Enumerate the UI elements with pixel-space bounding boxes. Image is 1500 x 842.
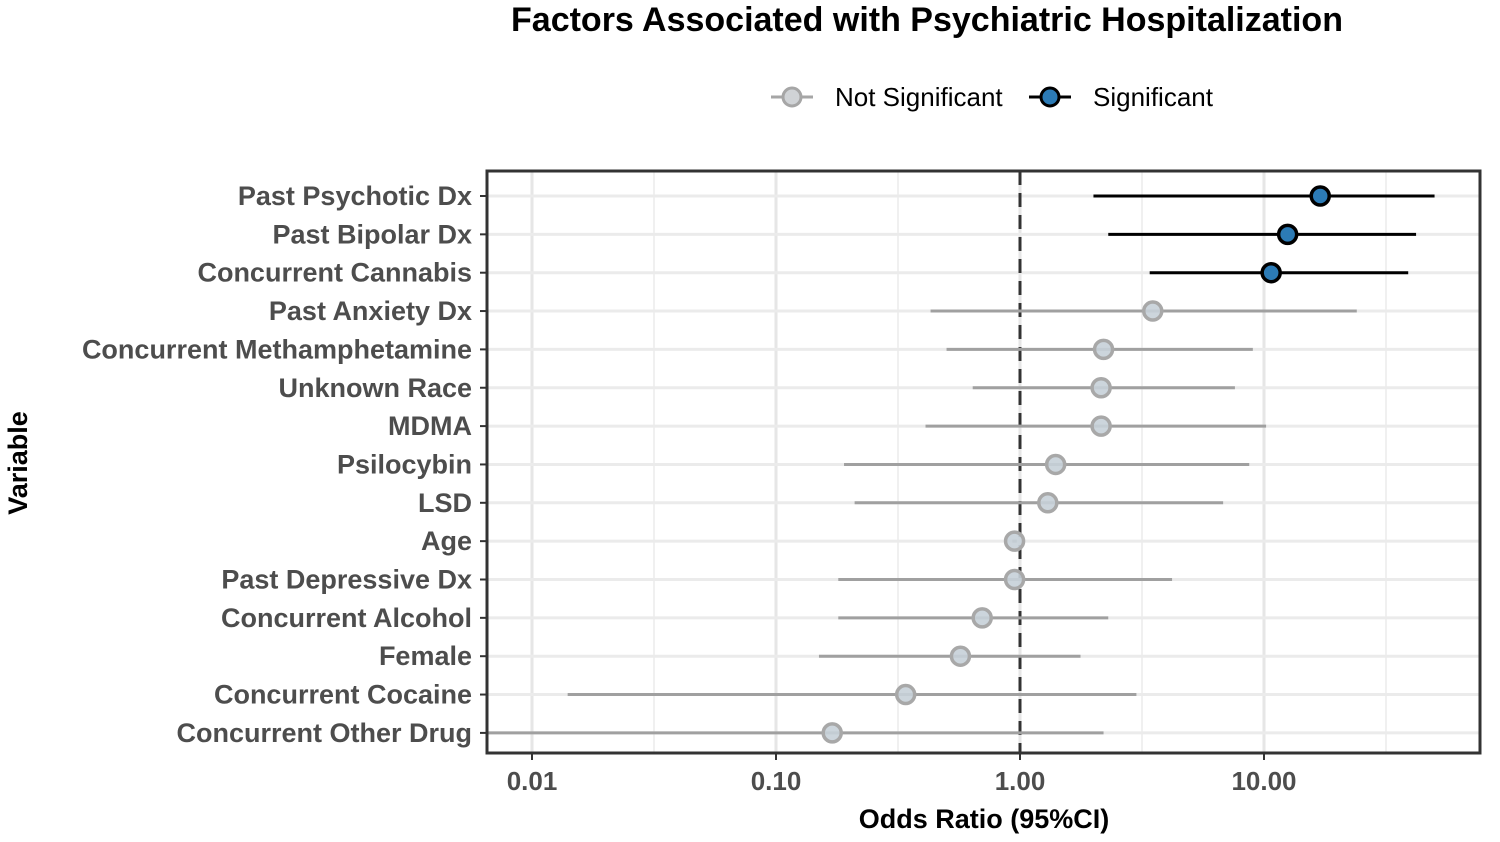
y-category-label: Concurrent Other Drug bbox=[176, 718, 472, 748]
x-axis-title: Odds Ratio (95%CI) bbox=[859, 804, 1110, 834]
point-estimate-not-significant bbox=[1037, 492, 1059, 514]
point-estimate-not-significant bbox=[894, 683, 917, 706]
y-category-label: Past Bipolar Dx bbox=[272, 219, 472, 249]
legend-item-not-significant: Not Significant bbox=[771, 82, 1003, 112]
y-category-label: Concurrent Methamphetamine bbox=[82, 334, 472, 364]
y-category-label: LSD bbox=[418, 488, 472, 518]
point-estimate-not-significant bbox=[1142, 300, 1164, 322]
point-estimate-significant bbox=[1276, 223, 1299, 246]
y-category-label: Concurrent Alcohol bbox=[221, 603, 472, 633]
y-category-label: Unknown Race bbox=[278, 373, 472, 403]
x-tick-label: 1.00 bbox=[995, 766, 1046, 796]
plot-panel-border bbox=[485, 169, 1482, 755]
point-estimate-not-significant bbox=[821, 722, 843, 744]
legend-marker-not-significant bbox=[781, 86, 803, 108]
data-marks bbox=[487, 185, 1435, 744]
y-category-label: Age bbox=[421, 526, 472, 556]
grid bbox=[487, 171, 1480, 753]
point-estimate-not-significant bbox=[1003, 530, 1026, 552]
y-category-label: Concurrent Cocaine bbox=[214, 680, 472, 710]
point-estimate-not-significant bbox=[971, 607, 993, 629]
y-category-label: Female bbox=[379, 641, 472, 671]
point-estimate-not-significant bbox=[1044, 453, 1067, 476]
y-category-label: Psilocybin bbox=[337, 449, 472, 479]
y-category-label: MDMA bbox=[388, 411, 472, 441]
legend: Not Significant Significant bbox=[771, 82, 1214, 112]
point-estimate-significant bbox=[1309, 185, 1331, 207]
x-axis: 0.01 0.10 1.00 10.00 bbox=[507, 753, 1297, 796]
legend-marker-significant bbox=[1039, 86, 1061, 108]
y-category-label: Past Psychotic Dx bbox=[238, 181, 472, 211]
x-tick-label: 0.01 bbox=[507, 766, 558, 796]
y-category-label: Concurrent Cannabis bbox=[197, 258, 472, 288]
y-axis: Past Psychotic Dx Past Bipolar Dx Concurre… bbox=[82, 181, 487, 748]
legend-label-significant: Significant bbox=[1093, 82, 1214, 112]
point-estimate-not-significant bbox=[1003, 568, 1026, 591]
chart-title: Factors Associated with Psychiatric Hosp… bbox=[511, 1, 1343, 39]
y-axis-title: Variable bbox=[3, 411, 33, 515]
point-estimate-not-significant bbox=[1090, 415, 1112, 437]
point-estimate-significant bbox=[1260, 261, 1282, 284]
y-category-label: Past Anxiety Dx bbox=[269, 296, 472, 326]
x-tick-label: 0.10 bbox=[751, 766, 802, 796]
point-estimate-not-significant bbox=[1090, 377, 1112, 399]
legend-label-not-significant: Not Significant bbox=[835, 82, 1003, 112]
y-category-label: Past Depressive Dx bbox=[221, 565, 472, 595]
point-estimate-not-significant bbox=[949, 645, 972, 667]
point-estimate-not-significant bbox=[1092, 338, 1115, 361]
legend-item-significant: Significant bbox=[1029, 82, 1214, 112]
x-tick-label: 10.00 bbox=[1231, 766, 1296, 796]
